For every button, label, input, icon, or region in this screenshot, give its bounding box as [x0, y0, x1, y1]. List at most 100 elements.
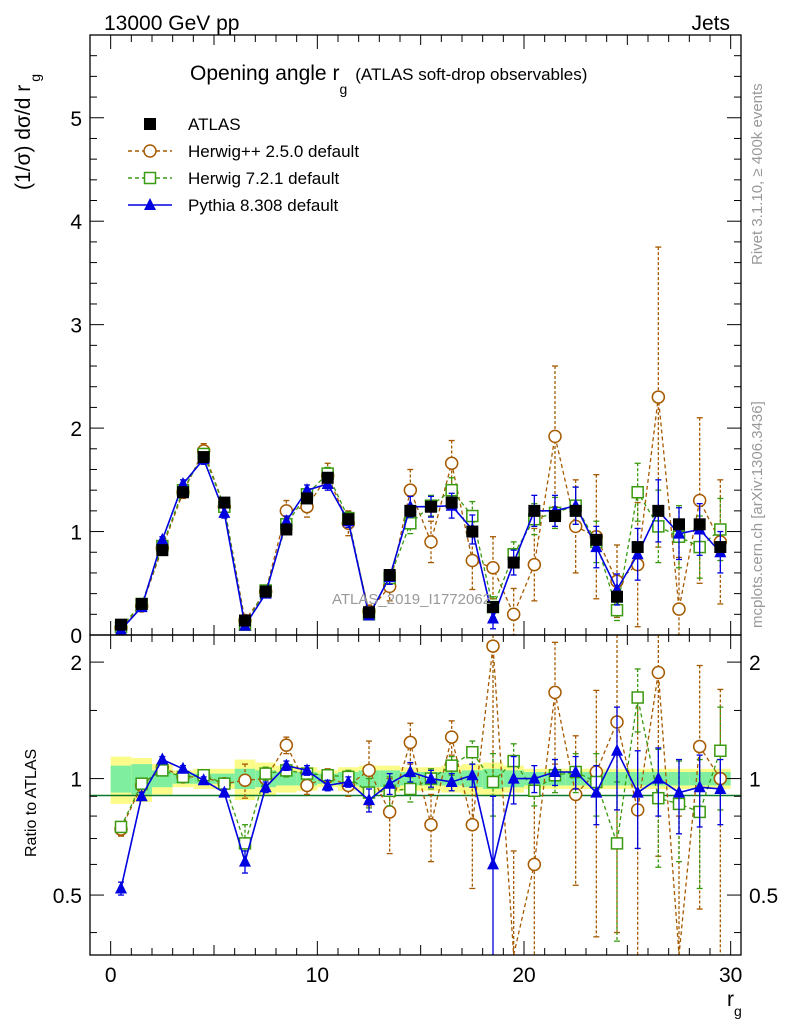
main-point-herwigpp — [465, 553, 480, 568]
main-point-atlas — [156, 544, 169, 557]
main-point-herwig7 — [610, 603, 624, 617]
ratio-point-herwigpp — [238, 773, 252, 788]
ratio-point-pythia — [115, 881, 127, 894]
ratio-point-herwigpp — [424, 817, 438, 832]
ratio-point-pythia — [197, 773, 210, 786]
side-label-top: Rivet 3.1.10, ≥ 400k events — [749, 83, 766, 265]
legend-entry-herwigpp: Herwig++ 2.5.0 default — [128, 142, 359, 161]
ratio-y-tick-label: 2 — [70, 652, 82, 675]
ratio-series-pythia — [115, 706, 727, 955]
main-point-atlas — [239, 614, 251, 627]
legend-entry-pythia: Pythia 8.308 default — [128, 196, 339, 215]
main-point-atlas — [445, 496, 458, 509]
ratio-point-herwigpp — [486, 639, 500, 653]
ratio-point-herwig7 — [714, 744, 727, 758]
main-point-pythia — [673, 526, 685, 539]
ratio-point-herwigpp — [465, 817, 480, 832]
ratio-point-pythia — [507, 771, 520, 784]
ratio-y-tick-label-right: 0.5 — [749, 885, 778, 908]
ratio-point-pythia — [569, 764, 582, 777]
main-point-atlas — [507, 556, 520, 569]
main-point-atlas — [631, 541, 644, 554]
main-point-atlas — [363, 606, 375, 619]
main-point-atlas — [652, 504, 665, 517]
ratio-point-herwig7 — [610, 837, 624, 850]
main-point-herwigpp — [403, 483, 418, 497]
ratio-x-tick-label: 10 — [306, 964, 329, 987]
main-point-atlas — [383, 569, 396, 581]
main-point-herwigpp — [548, 429, 562, 444]
legend-label: Herwig++ 2.5.0 default — [188, 142, 359, 161]
main-point-atlas — [218, 496, 231, 509]
ratio-point-pythia — [611, 743, 623, 756]
main-point-herwigpp — [486, 561, 500, 575]
ratio-point-pythia — [652, 771, 665, 784]
main-point-atlas — [425, 500, 437, 513]
ratio-point-herwigpp — [382, 805, 397, 819]
ratio-point-herwigpp — [444, 730, 459, 744]
ratio-point-pythia — [404, 764, 417, 777]
main-point-atlas — [590, 533, 603, 546]
ratio-point-pythia — [487, 857, 499, 870]
ratio-x-axis-label-subscript: g — [734, 1003, 742, 1019]
main-y-axis-label: (1/σ) dσ/d r g — [12, 74, 43, 190]
ratio-point-pythia — [549, 764, 561, 777]
ratio-x-tick-label: 0 — [105, 964, 117, 987]
ratio-point-pythia — [239, 854, 251, 867]
ratio-point-pythia — [280, 758, 293, 771]
main-point-pythia — [280, 514, 293, 527]
main-point-atlas — [528, 504, 541, 517]
ratio-point-pythia — [383, 776, 396, 789]
main-point-pythia — [301, 483, 313, 496]
ratio-x-axis-label-text: r — [727, 988, 734, 1011]
ratio-point-pythia — [631, 785, 644, 798]
ratio-series-line — [120, 646, 721, 956]
main-point-herwigpp — [506, 607, 521, 622]
ratio-y-tick-label-right: 1 — [749, 769, 761, 792]
ratio-data-marks — [114, 635, 728, 956]
watermark: ATLAS_2019_I1772062 — [332, 591, 491, 608]
ratio-point-herwigpp — [692, 739, 707, 754]
ratio-y-tick-label: 0.5 — [53, 885, 82, 908]
ratio-point-pythia — [445, 774, 458, 787]
plot-title-suffix: (ATLAS soft-drop observables) — [355, 65, 587, 84]
main-point-herwigpp — [651, 390, 666, 404]
main-point-herwigpp — [444, 456, 459, 471]
main-point-atlas — [466, 525, 479, 538]
ratio-x-tick-label: 30 — [719, 964, 742, 987]
main-point-herwigpp — [672, 602, 686, 616]
legend-entry-herwig7: Herwig 7.2.1 default — [128, 169, 339, 188]
ratio-point-pythia — [342, 774, 355, 787]
main-point-atlas — [693, 518, 706, 531]
ratio-point-herwig7 — [114, 820, 128, 834]
main-series-herwigpp — [114, 246, 728, 636]
legend-entry-atlas: ATLAS — [144, 115, 241, 134]
ratio-series-line — [120, 748, 721, 889]
ratio-band-inner — [110, 765, 132, 793]
main-point-atlas — [342, 513, 355, 526]
main-point-atlas — [611, 590, 623, 603]
main-point-atlas — [259, 585, 272, 598]
main-point-atlas — [280, 523, 293, 536]
main-point-atlas — [197, 451, 210, 464]
main-series-atlas — [115, 451, 727, 631]
ratio-point-pythia — [301, 763, 313, 776]
main-point-pythia — [487, 611, 499, 624]
ratio-point-herwigpp — [527, 857, 542, 872]
main-point-atlas — [115, 618, 127, 631]
ratio-point-herwigpp — [403, 735, 418, 750]
ratio-point-herwigpp — [279, 738, 294, 752]
ratio-y-axis-label: Ratio to ATLAS — [23, 749, 40, 857]
main-y-tick-label: 4 — [70, 211, 82, 234]
main-y-tick-label: 1 — [70, 522, 82, 545]
ratio-point-pythia — [693, 780, 706, 793]
main-point-pythia — [177, 476, 189, 489]
main-point-atlas — [321, 471, 334, 484]
main-data-marks — [114, 246, 728, 636]
ratio-point-herwig7 — [445, 759, 458, 772]
ratio-x-axis-label: rg — [727, 988, 742, 1019]
main-point-pythia — [218, 505, 231, 518]
ratio-point-pythia — [466, 768, 479, 781]
ratio-point-pythia — [528, 771, 541, 784]
